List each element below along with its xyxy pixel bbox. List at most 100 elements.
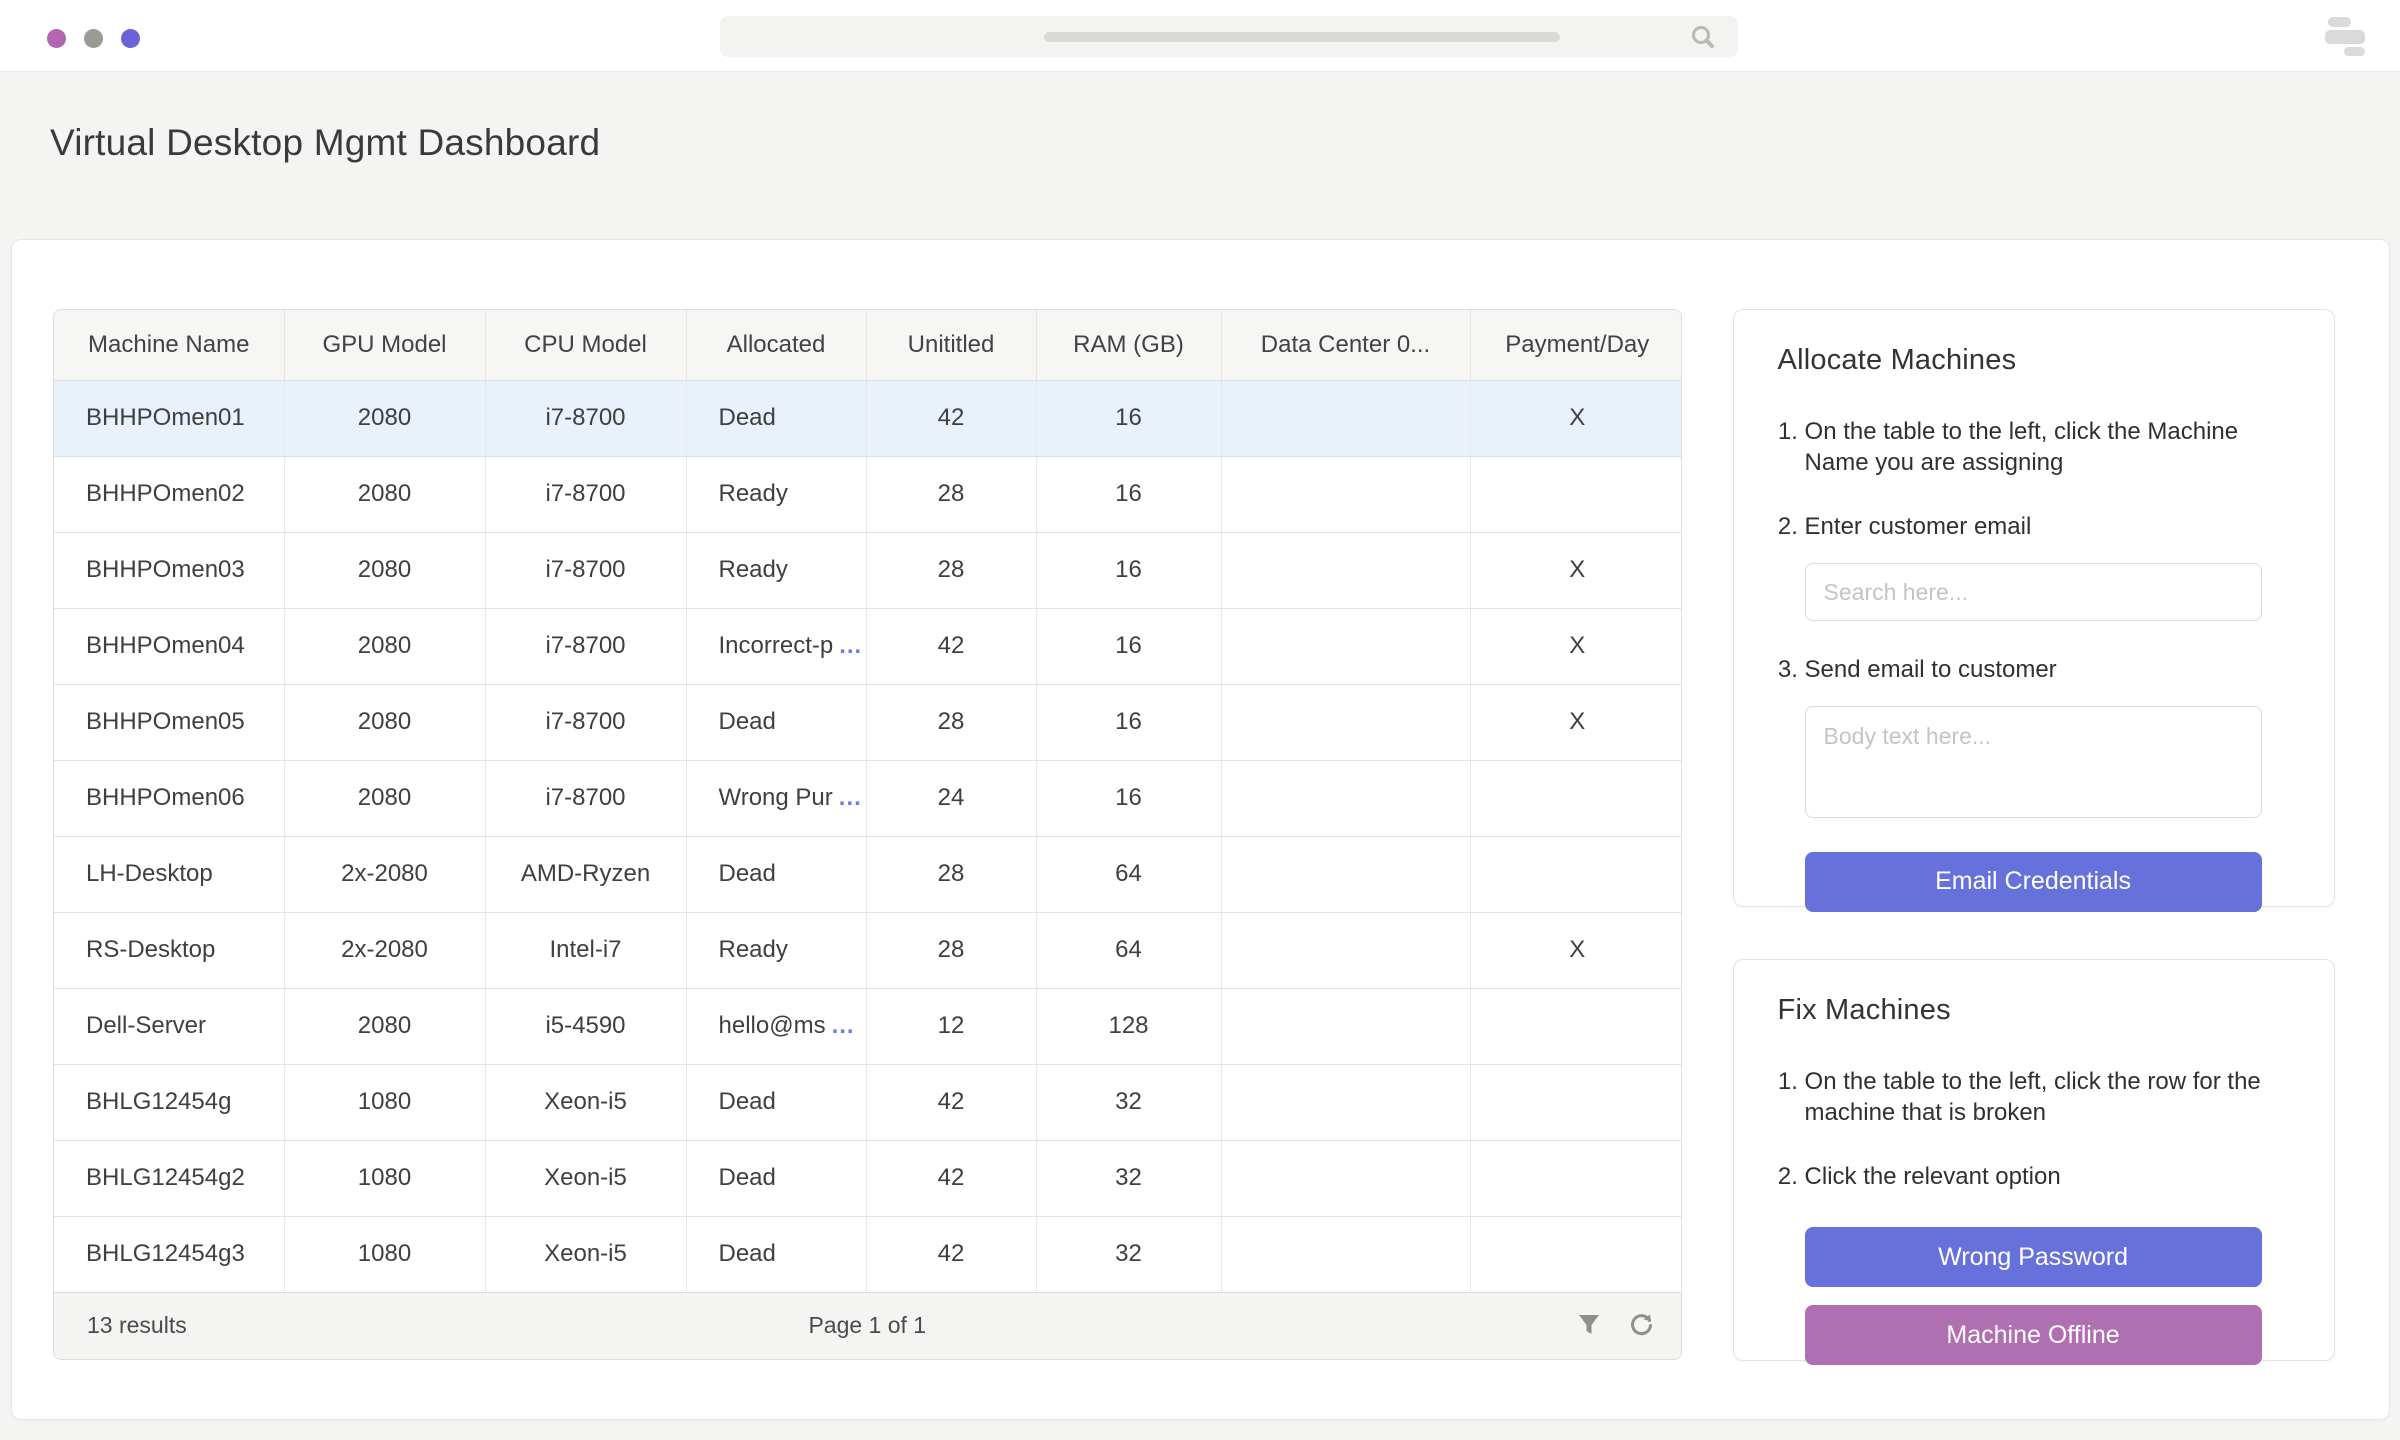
column-header-payment-day: Payment/Day [1470, 310, 1681, 381]
data-center-cell [1221, 608, 1471, 685]
machine-name-cell[interactable]: LH-Desktop [54, 836, 285, 913]
machine-name-cell[interactable]: BHLG12454g3 [54, 1216, 285, 1293]
ram-cell: 16 [1036, 380, 1222, 457]
fix-step-1: On the table to the left, click the row … [1805, 1067, 2290, 1128]
results-count: 13 results [87, 1312, 187, 1338]
ram-cell: 16 [1036, 684, 1222, 761]
payment-day-cell: X [1470, 532, 1681, 609]
search-icon [1690, 24, 1716, 55]
allocated-cell: Wrong Pur... [686, 760, 867, 837]
table-row[interactable]: BHHPOmen03 2080 i7-8700 Ready 28 16 X [54, 532, 1681, 609]
cpu-model-cell: Xeon-i5 [485, 1064, 687, 1141]
wrong-password-button[interactable]: Wrong Password [1804, 1227, 2262, 1288]
machine-name-cell[interactable]: Dell-Server [54, 988, 285, 1065]
data-center-cell [1221, 1216, 1471, 1293]
truncation-ellipsis: ... [838, 784, 862, 811]
data-center-cell [1221, 760, 1471, 837]
table-row[interactable]: BHLG12454g2 1080 Xeon-i5 Dead 42 32 [54, 1140, 1681, 1217]
email-body-textarea[interactable] [1804, 705, 2262, 818]
dashboard-card: Machine Name GPU Model CPU Model Allocat… [11, 239, 2390, 1420]
allocated-cell: Ready [686, 532, 867, 609]
table-row[interactable]: BHHPOmen05 2080 i7-8700 Dead 28 16 X [54, 684, 1681, 761]
unititled-cell: 28 [866, 912, 1037, 989]
gpu-model-cell: 2x-2080 [284, 912, 486, 989]
allocated-cell: hello@ms... [686, 988, 867, 1065]
allocate-step-2-label: Enter customer email [1804, 513, 2032, 541]
machine-name-cell[interactable]: BHHPOmen02 [54, 456, 285, 533]
ram-cell: 32 [1036, 1064, 1222, 1141]
machine-name-cell[interactable]: BHLG12454g2 [54, 1140, 285, 1217]
unititled-cell: 42 [866, 1140, 1037, 1217]
table-row[interactable]: Dell-Server 2080 i5-4590 hello@ms... 12 128 [54, 988, 1681, 1065]
machine-name-cell[interactable]: BHHPOmen06 [54, 760, 285, 837]
data-center-cell [1221, 1140, 1471, 1217]
pagination-status: Page 1 of 1 [808, 1312, 927, 1338]
table-row[interactable]: BHLG12454g 1080 Xeon-i5 Dead 42 32 [54, 1064, 1681, 1141]
ram-cell: 128 [1036, 988, 1222, 1065]
table-row[interactable]: BHLG12454g3 1080 Xeon-i5 Dead 42 32 [54, 1216, 1681, 1293]
column-header-cpu-model: CPU Model [485, 310, 687, 381]
machine-name-cell[interactable]: BHHPOmen05 [54, 684, 285, 761]
machine-name-cell[interactable]: RS-Desktop [54, 912, 285, 989]
machine-name-cell[interactable]: BHHPOmen04 [54, 608, 285, 685]
data-center-cell [1221, 532, 1471, 609]
allocated-cell: Dead [686, 1216, 867, 1293]
email-credentials-button[interactable]: Email Credentials [1804, 851, 2262, 912]
payment-day-cell [1470, 836, 1681, 913]
cpu-model-cell: Intel-i7 [485, 912, 687, 989]
cpu-model-cell: i7-8700 [485, 380, 687, 457]
machine-name-cell[interactable]: BHHPOmen01 [54, 380, 285, 457]
column-header-ram: RAM (GB) [1036, 310, 1222, 381]
gpu-model-cell: 1080 [284, 1140, 486, 1217]
table-row[interactable]: BHHPOmen01 2080 i7-8700 Dead 42 16 X [54, 380, 1681, 457]
side-panels: Allocate Machines On the table to the le… [1732, 309, 2335, 1366]
table-row[interactable]: BHHPOmen06 2080 i7-8700 Wrong Pur... 24 16 [54, 760, 1681, 837]
gpu-model-cell: 2080 [284, 456, 486, 533]
window-close-button[interactable] [47, 29, 66, 48]
allocated-cell: Dead [686, 684, 867, 761]
page-title: Virtual Desktop Mgmt Dashboard [50, 122, 601, 163]
unititled-cell: 42 [866, 1064, 1037, 1141]
column-header-unititled: Unititled [866, 310, 1037, 381]
machine-name-cell[interactable]: BHHPOmen03 [54, 532, 285, 609]
cpu-model-cell: Xeon-i5 [485, 1216, 687, 1293]
browser-menu-icon[interactable] [2325, 17, 2367, 56]
fix-steps: On the table to the left, click the row … [1778, 1067, 2290, 1193]
gpu-model-cell: 1080 [284, 1216, 486, 1293]
window-zoom-button[interactable] [121, 29, 140, 48]
payment-day-cell: X [1470, 912, 1681, 989]
window-controls [47, 29, 140, 48]
allocated-cell: Dead [686, 1064, 867, 1141]
machines-table: Machine Name GPU Model CPU Model Allocat… [53, 309, 1682, 1360]
machine-offline-button[interactable]: Machine Offline [1804, 1305, 2262, 1366]
gpu-model-cell: 2080 [284, 684, 486, 761]
unititled-cell: 28 [866, 456, 1037, 533]
cpu-model-cell: AMD-Ryzen [485, 836, 687, 913]
allocate-panel-title: Allocate Machines [1777, 344, 2017, 376]
window-minimize-button[interactable] [84, 29, 103, 48]
table-header: Machine Name GPU Model CPU Model Allocat… [54, 310, 1681, 381]
payment-day-cell [1470, 1064, 1681, 1141]
table-row[interactable]: BHHPOmen04 2080 i7-8700 Incorrect-p... 42 16 X [54, 608, 1681, 685]
gpu-model-cell: 2080 [284, 988, 486, 1065]
address-search-bar[interactable] [720, 16, 1738, 57]
cpu-model-cell: Xeon-i5 [485, 1140, 687, 1217]
customer-email-input[interactable] [1804, 563, 2262, 622]
payment-day-cell: X [1470, 684, 1681, 761]
payment-day-cell [1470, 988, 1681, 1065]
refresh-icon[interactable] [1628, 1312, 1655, 1339]
machine-name-cell[interactable]: BHLG12454g [54, 1064, 285, 1141]
data-center-cell [1221, 684, 1471, 761]
ram-cell: 32 [1036, 1140, 1222, 1217]
allocated-cell: Ready [686, 456, 867, 533]
filter-icon[interactable] [1576, 1312, 1602, 1338]
ram-cell: 16 [1036, 532, 1222, 609]
table-row[interactable]: BHHPOmen02 2080 i7-8700 Ready 28 16 [54, 456, 1681, 533]
fix-panel-title: Fix Machines [1777, 994, 1951, 1026]
gpu-model-cell: 2080 [284, 760, 486, 837]
unititled-cell: 28 [866, 836, 1037, 913]
allocate-step-1: On the table to the left, click the Mach… [1805, 417, 2290, 478]
column-header-gpu-model: GPU Model [284, 310, 486, 381]
table-row[interactable]: LH-Desktop 2x-2080 AMD-Ryzen Dead 28 64 [54, 836, 1681, 913]
table-row[interactable]: RS-Desktop 2x-2080 Intel-i7 Ready 28 64 X [54, 912, 1681, 989]
